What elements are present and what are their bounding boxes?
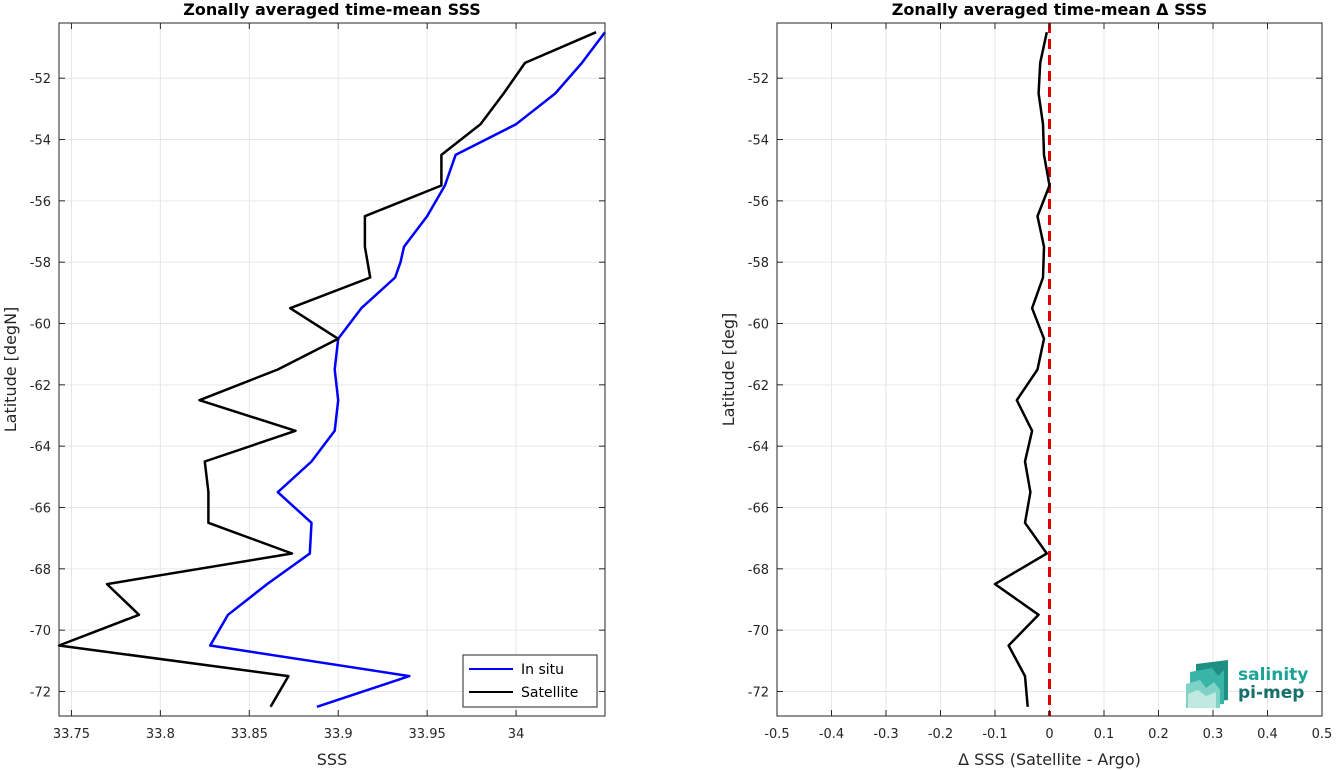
left-y-tick-label-1: -70 <box>30 624 51 639</box>
left-y-tick-label-5: -62 <box>30 379 51 394</box>
left-x-tick-label-1: 33.8 <box>146 727 175 742</box>
right-x-tick-label-9: 0.4 <box>1257 727 1278 742</box>
left-x-tick-label-0: 33.75 <box>53 727 90 742</box>
right-x-tick-label-7: 0.2 <box>1148 727 1169 742</box>
left-y-tick-label-6: -60 <box>30 318 51 333</box>
right-chart-title: Zonally averaged time-mean Δ SSS <box>892 0 1208 19</box>
right-y-tick-label-0: -72 <box>748 685 769 700</box>
right-series-line-delta-sss <box>993 31 1051 707</box>
left-series-line-in-situ <box>208 31 606 708</box>
right-x-axis-label: Δ SSS (Satellite - Argo) <box>958 750 1141 769</box>
right-y-tick-label-10: -52 <box>748 72 769 87</box>
right-x-tick-label-1: -0.4 <box>819 727 844 742</box>
right-x-tick-label-8: 0.3 <box>1203 727 1224 742</box>
right-y-axis-label: Latitude [deg] <box>719 313 738 427</box>
left-x-tick-label-3: 33.9 <box>324 727 353 742</box>
left-y-tick-label-2: -68 <box>30 563 51 578</box>
right-x-tick-label-2: -0.3 <box>873 727 898 742</box>
logo-text-pi-mep: pi-mep <box>1238 683 1304 703</box>
chart-legend: In situ Satellite <box>462 654 598 708</box>
left-y-tick-label-7: -58 <box>30 256 51 271</box>
left-chart-title: Zonally averaged time-mean SSS <box>183 0 481 19</box>
right-x-tick-label-6: 0.1 <box>1094 727 1115 742</box>
right-x-tick-label-5: 0 <box>1045 727 1053 742</box>
left-series-line-satellite <box>57 31 597 708</box>
right-y-tick-label-9: -54 <box>748 134 769 149</box>
logo-wave-icon <box>1186 660 1228 708</box>
right-chart-panel: -0.5 -0.4 -0.3 -0.2 -0.1 0 0.1 0.2 0.3 0.4 0.5 -72 -… <box>719 0 1332 769</box>
left-y-tick-label-4: -64 <box>30 440 51 455</box>
right-x-tick-label-0: -0.5 <box>764 727 789 742</box>
left-y-tick-label-9: -54 <box>30 134 51 149</box>
legend-label-satellite: Satellite <box>521 685 578 701</box>
right-y-tick-label-3: -66 <box>748 501 769 516</box>
legend-box <box>462 654 598 708</box>
right-y-tick-label-7: -58 <box>748 256 769 271</box>
left-x-tick-label-2: 33.85 <box>231 727 268 742</box>
left-y-tick-label-3: -66 <box>30 501 51 516</box>
logo-text-salinity: salinity <box>1238 665 1308 685</box>
left-y-tick-label-0: -72 <box>30 685 51 700</box>
right-x-tick-label-10: 0.5 <box>1312 727 1333 742</box>
left-chart-panel: 33.75 33.8 33.85 33.9 33.95 34 -72 -70 -68 -66 -64… <box>1 0 606 769</box>
left-x-tick-label-4: 33.95 <box>409 727 446 742</box>
left-y-tick-label-10: -52 <box>30 72 51 87</box>
left-y-axis-label: Latitude [degN] <box>1 307 20 433</box>
left-y-tick-label-8: -56 <box>30 195 51 210</box>
right-y-tick-label-5: -62 <box>748 379 769 394</box>
legend-label-in-situ: In situ <box>521 662 564 678</box>
left-x-axis-label: SSS <box>317 750 347 769</box>
right-x-tick-label-3: -0.2 <box>928 727 953 742</box>
right-y-tick-label-8: -56 <box>748 195 769 210</box>
left-axes-box <box>58 22 606 717</box>
right-x-tick-label-4: -0.1 <box>982 727 1007 742</box>
right-y-tick-label-1: -70 <box>748 624 769 639</box>
right-y-tick-label-6: -60 <box>748 318 769 333</box>
right-y-tick-label-4: -64 <box>748 440 769 455</box>
right-y-tick-label-2: -68 <box>748 563 769 578</box>
salinity-pi-mep-logo: salinity pi-mep <box>1186 660 1308 708</box>
left-x-tick-label-5: 34 <box>508 727 525 742</box>
